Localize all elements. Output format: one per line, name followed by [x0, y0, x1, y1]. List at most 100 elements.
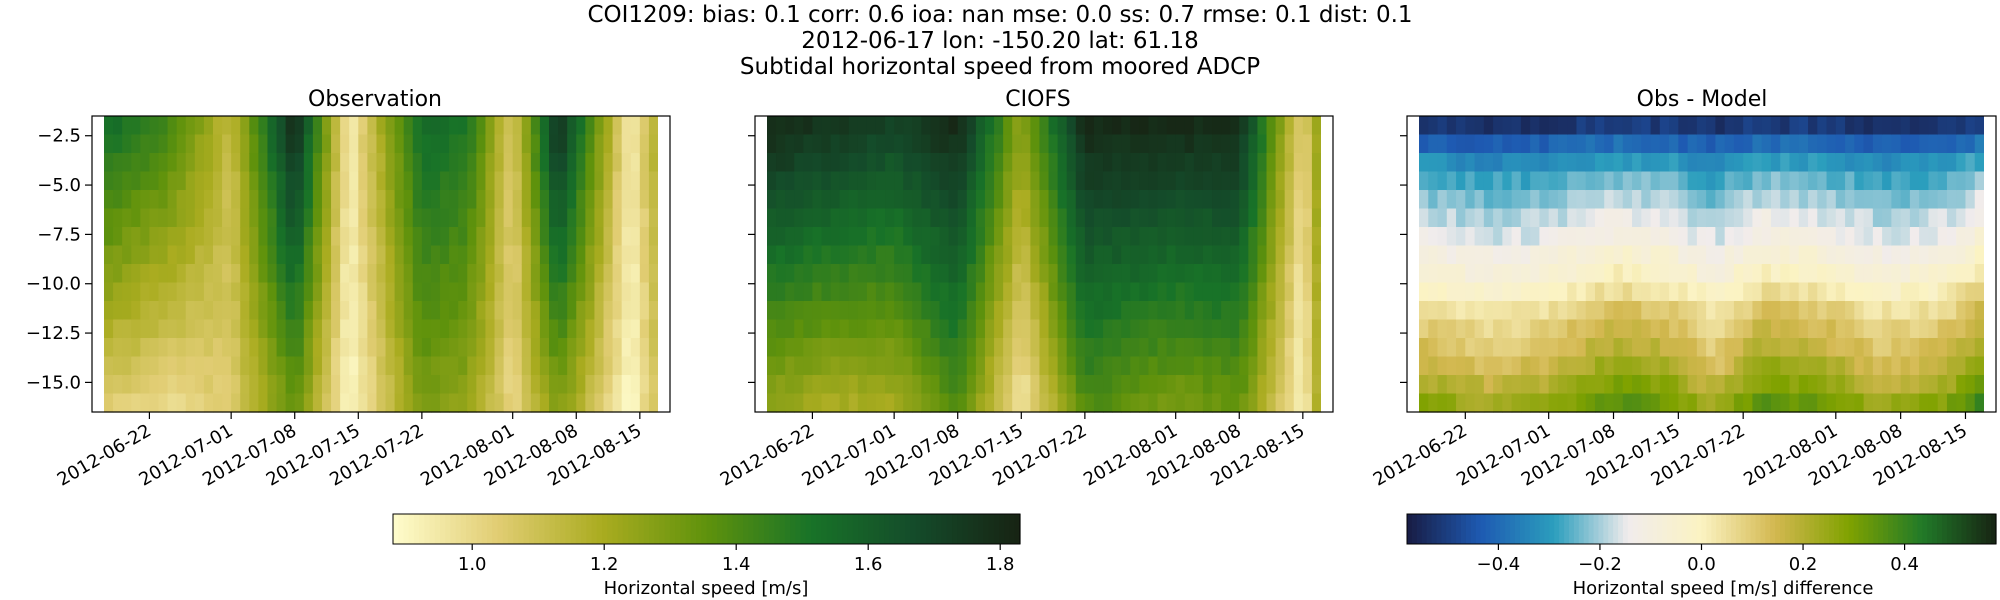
heatmap-cell	[1093, 208, 1104, 228]
heatmap-cell	[558, 282, 568, 302]
heatmap-cell	[1456, 153, 1466, 173]
heatmap-cell	[1974, 208, 1985, 228]
heatmap-cell	[194, 338, 205, 358]
heatmap-cell	[394, 282, 405, 302]
heatmap-cell	[1437, 264, 1448, 284]
heatmap-cell	[267, 301, 278, 321]
heatmap-cell	[131, 116, 141, 136]
heatmap-cell	[1093, 190, 1104, 210]
heatmap-cell	[1724, 116, 1735, 136]
heatmap-cell	[1248, 282, 1259, 302]
heatmap-cell	[530, 227, 541, 247]
heatmap-cell	[1808, 134, 1818, 154]
heatmap-cell	[794, 393, 804, 413]
heatmap-cell	[1437, 356, 1448, 376]
heatmap-cell	[1075, 227, 1086, 247]
colorbar-swatch	[1480, 514, 1487, 544]
heatmap-cell	[312, 153, 323, 173]
heatmap-cell	[367, 190, 378, 210]
heatmap-cell	[203, 356, 214, 376]
heatmap-cell	[1039, 134, 1050, 154]
heatmap-cell	[194, 319, 205, 339]
heatmap-cell	[331, 116, 341, 136]
heatmap-cell	[1530, 264, 1541, 284]
heatmap-cell	[485, 301, 496, 321]
heatmap-cell	[458, 190, 468, 210]
heatmap-cell	[1733, 393, 1744, 413]
heatmap-cell	[866, 282, 877, 302]
heatmap-cell	[1715, 245, 1726, 265]
heatmap-cell	[1066, 393, 1077, 413]
heatmap-cell	[321, 356, 332, 376]
colorbar-swatch	[1411, 514, 1418, 544]
heatmap-cell	[1112, 208, 1122, 228]
heatmap-cell	[1724, 301, 1735, 321]
heatmap-cell	[403, 356, 414, 376]
heatmap-cell	[458, 264, 468, 284]
heatmap-cell	[1567, 319, 1578, 339]
heatmap-cell	[1212, 171, 1222, 191]
heatmap-cell	[1520, 208, 1531, 228]
heatmap-cell	[1166, 227, 1177, 247]
heatmap-cell	[149, 190, 160, 210]
heatmap-cell	[1872, 301, 1883, 321]
heatmap-cell	[1012, 190, 1022, 210]
heatmap-cell	[267, 338, 278, 358]
axes-margin-right	[658, 116, 670, 412]
heatmap-cell	[1030, 393, 1041, 413]
heatmap-cell	[1446, 282, 1457, 302]
heatmap-cell	[530, 190, 541, 210]
heatmap-cell	[240, 356, 250, 376]
colorbar-swatch	[1843, 514, 1850, 544]
heatmap-cell	[485, 282, 496, 302]
heatmap-cell	[1808, 301, 1818, 321]
heatmap-cell	[994, 301, 1004, 321]
heatmap-cell	[966, 190, 977, 210]
heatmap-cell	[1974, 245, 1985, 265]
heatmap-cell	[1770, 245, 1781, 265]
heatmap-cell	[1103, 393, 1113, 413]
heatmap-cell	[866, 338, 877, 358]
heatmap-cell	[1221, 264, 1231, 284]
heatmap-cell	[1275, 338, 1286, 358]
heatmap-cell	[403, 190, 414, 210]
heatmap-cell	[1909, 319, 1920, 339]
heatmap-cell	[1311, 264, 1322, 284]
heatmap-cell	[1066, 190, 1077, 210]
heatmap-cell	[258, 301, 269, 321]
heatmap-cell	[367, 319, 378, 339]
heatmap-cell	[349, 208, 359, 228]
heatmap-cell	[1493, 319, 1503, 339]
heatmap-cell	[1284, 393, 1295, 413]
heatmap-cell	[1882, 190, 1892, 210]
heatmap-cell	[294, 134, 305, 154]
heatmap-cell	[630, 134, 641, 154]
heatmap-cell	[1909, 245, 1920, 265]
heatmap-cell	[630, 282, 641, 302]
heatmap-cell	[821, 319, 832, 339]
heatmap-cell	[1030, 264, 1041, 284]
heatmap-cells	[1419, 116, 1985, 413]
heatmap-cell	[594, 227, 605, 247]
heatmap-cell	[585, 282, 596, 302]
figure-title-line-3: Subtidal horizontal speed from moored AD…	[740, 54, 1260, 80]
heatmap-cell	[1419, 338, 1429, 358]
heatmap-cell	[1148, 227, 1159, 247]
heatmap-cell	[549, 282, 559, 302]
heatmap-cell	[1493, 116, 1503, 136]
heatmap-cell	[549, 153, 559, 173]
heatmap-cell	[1872, 282, 1883, 302]
heatmap-cell	[1212, 264, 1222, 284]
heatmap-cell	[1641, 208, 1652, 228]
heatmap-cell	[1465, 301, 1476, 321]
heatmap-cell	[476, 282, 487, 302]
heatmap-cell	[113, 190, 123, 210]
heatmap-cell	[603, 375, 614, 395]
heatmap-cell	[1835, 338, 1846, 358]
heatmap-cell	[603, 301, 614, 321]
heatmap-cell	[1669, 282, 1679, 302]
heatmap-cell	[1130, 227, 1140, 247]
heatmap-cell	[603, 116, 614, 136]
colorbar-swatch	[884, 514, 890, 544]
heatmap-cell	[1872, 116, 1883, 136]
